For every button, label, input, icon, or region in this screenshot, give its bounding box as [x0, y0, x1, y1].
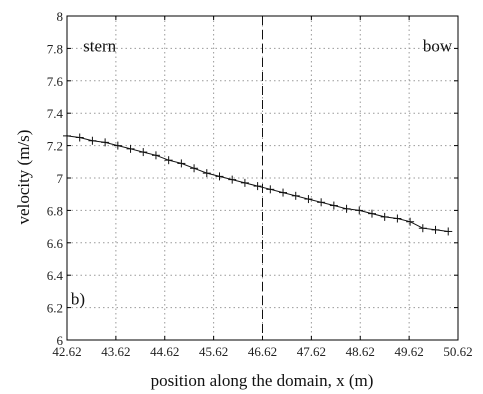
x-tick-label: 42.62	[52, 344, 81, 359]
plot-frame	[66, 15, 459, 341]
data-point-marker	[164, 156, 173, 165]
data-point-marker	[279, 188, 288, 197]
data-point-marker	[367, 209, 376, 218]
data-point-marker	[406, 217, 415, 226]
data-point-marker	[190, 164, 199, 173]
data-point-marker	[202, 169, 211, 178]
data-point-marker	[342, 204, 351, 213]
y-tick-label: 7.4	[47, 106, 64, 121]
data-point-marker	[215, 172, 224, 181]
data-point-marker	[380, 212, 389, 221]
y-tick-label: 8	[57, 9, 64, 24]
x-tick-label: 43.62	[101, 344, 130, 359]
x-tick-label: 49.62	[395, 344, 424, 359]
data-point-marker	[88, 136, 97, 145]
data-point-marker	[444, 227, 453, 236]
annotation-label: stern	[83, 37, 117, 56]
data-point-marker	[240, 178, 249, 187]
data-point-marker	[139, 148, 148, 157]
data-point-marker	[101, 138, 110, 147]
data-point-marker	[393, 214, 402, 223]
data-point-marker	[329, 201, 338, 210]
x-tick-label: 46.62	[248, 344, 277, 359]
y-axis-label: velocity (m/s)	[14, 130, 33, 225]
data-point-marker	[126, 144, 135, 153]
y-tick-label: 7.2	[47, 139, 63, 154]
data-point-marker	[418, 224, 427, 233]
data-point-marker	[75, 133, 84, 142]
x-tick-label: 44.62	[150, 344, 179, 359]
data-point-marker	[304, 195, 313, 204]
data-point-marker	[431, 225, 440, 234]
x-tick-label: 47.62	[297, 344, 326, 359]
data-point-marker	[151, 151, 160, 160]
y-tick-label: 6.2	[47, 301, 63, 316]
data-point-marker	[317, 198, 326, 207]
y-tick-label: 6.8	[47, 203, 63, 218]
y-tick-label: 7	[57, 171, 64, 186]
x-tick-label: 48.62	[346, 344, 375, 359]
data-point-marker	[291, 191, 300, 200]
y-tick-label: 6.4	[47, 268, 64, 283]
x-axis-label: position along the domain, x (m)	[151, 371, 374, 390]
series-layer	[63, 16, 453, 340]
y-tick-label: 6	[57, 333, 64, 348]
data-point-marker	[228, 175, 237, 184]
annotation-label: bow	[423, 37, 453, 56]
y-tick-label: 7.6	[47, 74, 64, 89]
x-tick-label: 45.62	[199, 344, 228, 359]
annotation-label: b)	[71, 289, 85, 308]
y-tick-label: 7.8	[47, 41, 63, 56]
data-point-marker	[113, 141, 122, 150]
x-tick-label: 50.62	[443, 344, 472, 359]
y-tick-label: 6.6	[47, 236, 64, 251]
data-point-marker	[266, 185, 275, 194]
data-point-marker	[355, 206, 364, 215]
data-point-marker	[177, 159, 186, 168]
text-layer: position along the domain, x (m) velocit…	[14, 9, 473, 390]
data-point-marker	[253, 182, 262, 191]
